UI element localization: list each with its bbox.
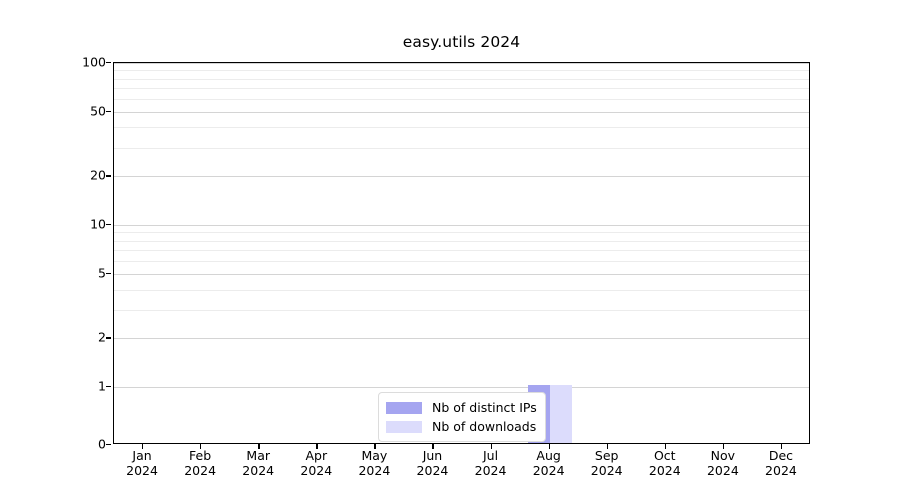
- bar: [549, 385, 572, 443]
- y-axis-tick-mark: [106, 386, 111, 388]
- y-axis-labels: 0 1 2 5 10 20 50 100: [60, 55, 106, 452]
- gridline-major: [114, 225, 809, 227]
- x-axis-tick-label: Sep 2024: [591, 448, 623, 478]
- x-axis-tick-label: Dec 2024: [765, 448, 797, 478]
- x-axis-tick-label: Apr 2024: [300, 448, 332, 478]
- y-axis-tick-mark: [106, 272, 111, 275]
- x-axis-tick-label-line: Nov: [710, 448, 736, 463]
- gridline-minor: [114, 289, 809, 291]
- legend-item[interactable]: Nb of distinct IPs: [386, 398, 537, 417]
- x-axis-tick-label: Aug 2024: [533, 448, 565, 478]
- x-axis-tick-label-line: 2024: [648, 463, 681, 478]
- chart-legend: Nb of distinct IPs Nb of downloads: [378, 392, 546, 442]
- gridline-minor: [114, 78, 809, 80]
- x-axis-tick-label-line: 2024: [358, 463, 391, 478]
- legend-item-label: Nb of downloads: [432, 419, 537, 434]
- gridline-major: [114, 338, 809, 340]
- x-axis-tick-label-line: 2024: [532, 463, 565, 478]
- gridline-minor: [114, 70, 809, 72]
- x-axis-tick-label-line: Jun: [422, 448, 443, 463]
- x-axis-tick-label-line: 2024: [706, 463, 739, 478]
- x-axis-tick-label: Jun 2024: [417, 448, 449, 478]
- y-axis-tick-label: 10: [90, 216, 106, 232]
- x-axis-tick-label: Oct 2024: [649, 448, 681, 478]
- legend-swatch: [386, 401, 422, 414]
- y-axis-tick-mark: [106, 224, 111, 226]
- x-axis-tick-label-line: Dec: [768, 448, 794, 463]
- x-axis-tick-label-line: Jan: [132, 448, 152, 463]
- x-axis-tick-label: Jan 2024: [126, 448, 158, 478]
- y-axis-tick-mark: [106, 337, 111, 339]
- x-axis-tick-label: May 2024: [358, 448, 390, 478]
- gridline-major: [114, 176, 809, 178]
- x-axis-tick-label: Jul 2024: [475, 448, 507, 478]
- x-axis-tick-mark: [606, 444, 608, 449]
- page-title: easy.utils 2024: [402, 33, 521, 51]
- y-axis-tick-label: 2: [98, 329, 106, 345]
- x-axis-tick-mark: [722, 444, 725, 449]
- x-axis-tick-label-line: 2024: [765, 463, 797, 478]
- x-axis-tick-label-line: 2024: [242, 463, 275, 478]
- gridline-minor: [114, 261, 809, 263]
- x-axis-tick-label-line: Aug: [536, 448, 561, 463]
- x-axis-labels: Jan 2024 Feb 2024 Mar 2024 Apr 2024 May 2024 Jun 20…: [113, 448, 810, 492]
- gridline-minor: [114, 309, 809, 311]
- y-axis-tick-mark: [106, 444, 111, 446]
- x-axis-tick-label: Feb 2024: [184, 448, 216, 478]
- legend-item[interactable]: Nb of downloads: [386, 417, 537, 436]
- x-axis-tick-label-line: 2024: [184, 463, 217, 478]
- gridline-major: [114, 63, 809, 64]
- x-axis-tick-label-line: Apr: [305, 448, 328, 463]
- x-axis-tick-mark: [432, 444, 434, 449]
- y-axis-tick-label: 1: [98, 378, 106, 394]
- x-axis-tick-mark: [664, 444, 667, 449]
- gridline-minor: [114, 98, 809, 100]
- x-axis-tick-label-line: 2024: [300, 463, 333, 478]
- x-axis-tick-mark: [316, 444, 318, 449]
- x-axis-tick-label-line: 2024: [126, 463, 158, 478]
- plot-area: [113, 62, 810, 444]
- x-axis-tick-mark: [780, 444, 783, 449]
- x-axis-tick-mark: [258, 444, 260, 449]
- x-axis-tick-label-line: Sep: [594, 448, 619, 463]
- gridline-minor: [114, 250, 809, 252]
- y-axis-tick-label: 5: [98, 265, 106, 281]
- x-axis-tick-label-line: Mar: [246, 448, 270, 463]
- x-axis-tick-label: Mar 2024: [242, 448, 274, 478]
- x-axis-tick-label-line: 2024: [416, 463, 449, 478]
- x-axis-tick-label: Nov 2024: [707, 448, 739, 478]
- y-axis-tick-label: 50: [90, 103, 106, 119]
- x-axis-tick-label-line: Feb: [189, 448, 212, 463]
- x-axis-tick-label-line: 2024: [590, 463, 623, 478]
- y-axis-tick-mark: [106, 62, 111, 64]
- y-axis-tick-mark: [106, 110, 111, 113]
- x-axis-tick-mark: [548, 444, 550, 449]
- y-axis-tick-mark: [106, 175, 111, 177]
- gridline-major: [114, 387, 809, 389]
- legend-item-label: Nb of distinct IPs: [432, 400, 537, 415]
- gridline-minor: [114, 147, 809, 149]
- x-axis-tick-label-line: 2024: [474, 463, 507, 478]
- x-axis-tick-label-line: May: [361, 448, 388, 463]
- legend-swatch: [386, 420, 422, 433]
- gridline-minor: [114, 88, 809, 90]
- x-axis-tick-mark: [374, 444, 376, 449]
- gridline-major: [114, 273, 809, 275]
- gridline-minor: [114, 240, 809, 242]
- gridline-minor: [114, 127, 809, 129]
- x-axis-tick-label-line: Jul: [482, 448, 499, 463]
- y-axis-tick-label: 100: [82, 54, 106, 70]
- x-axis-tick-mark: [200, 444, 202, 449]
- x-axis-tick-mark: [490, 444, 492, 449]
- x-axis-tick-mark: [142, 444, 144, 449]
- y-axis-tick-label: 0: [98, 436, 106, 452]
- gridline-minor: [114, 232, 809, 234]
- x-axis-tick-label-line: Oct: [653, 448, 676, 463]
- y-axis-tick-label: 20: [90, 167, 106, 183]
- gridline-major: [114, 111, 809, 113]
